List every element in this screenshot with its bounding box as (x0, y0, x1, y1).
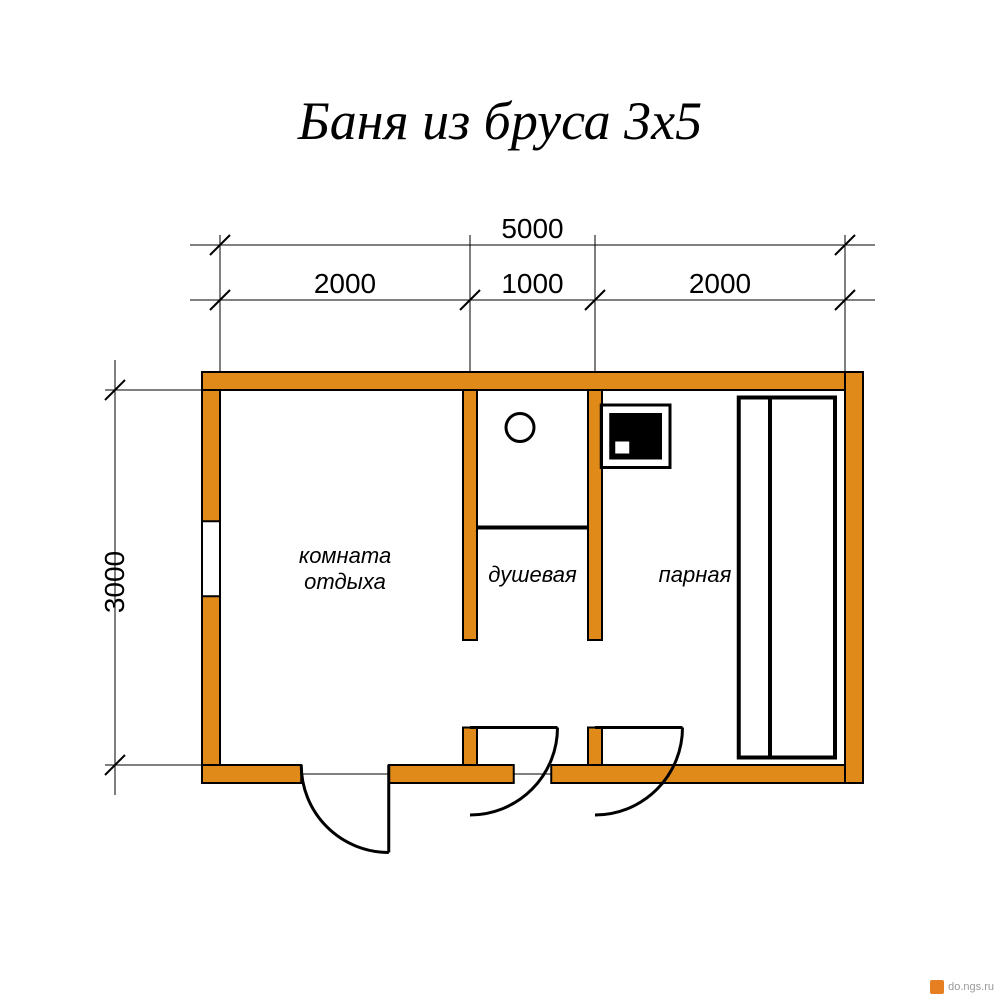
floorplan-canvas: Баня из бруса 3х5 5000 2000 1000 2000 30… (0, 0, 1000, 1000)
logo-icon (930, 980, 944, 994)
plan-svg (0, 0, 1000, 1000)
watermark-text: do.ngs.ru (948, 981, 994, 993)
watermark: do.ngs.ru (930, 980, 994, 994)
